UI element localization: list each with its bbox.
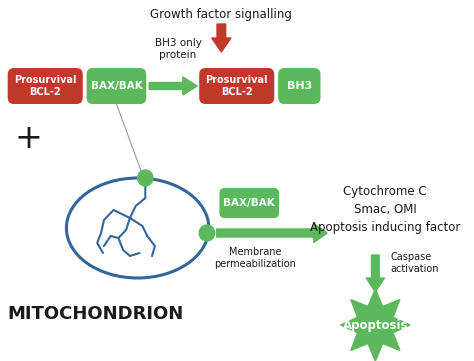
Text: Cytochrome C
Smac, OMI
Apoptosis inducing factor: Cytochrome C Smac, OMI Apoptosis inducin… xyxy=(310,185,460,234)
Polygon shape xyxy=(341,289,410,361)
Polygon shape xyxy=(366,255,384,292)
Ellipse shape xyxy=(66,178,209,278)
Text: BAX/BAK: BAX/BAK xyxy=(223,198,275,208)
Text: BH3: BH3 xyxy=(287,81,312,91)
Circle shape xyxy=(137,170,153,186)
FancyBboxPatch shape xyxy=(87,68,146,104)
Text: Growth factor signalling: Growth factor signalling xyxy=(150,8,292,21)
FancyBboxPatch shape xyxy=(278,68,320,104)
Circle shape xyxy=(199,225,215,241)
Polygon shape xyxy=(212,24,231,52)
Text: Apoptosis: Apoptosis xyxy=(343,318,408,331)
Text: BH3 only
protein: BH3 only protein xyxy=(155,38,201,60)
FancyBboxPatch shape xyxy=(199,68,274,104)
Text: Prosurvival
BCL-2: Prosurvival BCL-2 xyxy=(206,75,268,97)
Polygon shape xyxy=(149,77,197,95)
Text: Prosurvival
BCL-2: Prosurvival BCL-2 xyxy=(14,75,76,97)
FancyBboxPatch shape xyxy=(8,68,83,104)
Text: BAX/BAK: BAX/BAK xyxy=(91,81,142,91)
Text: Caspase
activation: Caspase activation xyxy=(391,252,439,274)
Text: Membrane
permeabilization: Membrane permeabilization xyxy=(214,247,296,269)
Text: +: + xyxy=(14,122,42,155)
FancyBboxPatch shape xyxy=(219,188,279,218)
Polygon shape xyxy=(217,223,327,243)
Text: MITOCHONDRION: MITOCHONDRION xyxy=(8,305,184,323)
